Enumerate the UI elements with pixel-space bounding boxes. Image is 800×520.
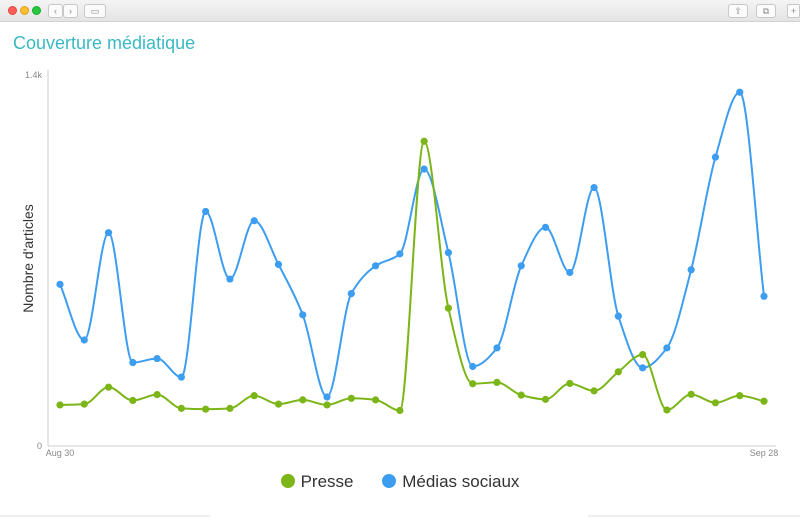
data-point-social[interactable]: [420, 165, 428, 173]
data-point-presse[interactable]: [202, 405, 210, 413]
back-arrow-icon[interactable]: ‹: [48, 4, 63, 18]
data-point-social[interactable]: [129, 358, 137, 367]
data-point-social[interactable]: [444, 248, 453, 257]
data-point-presse[interactable]: [493, 378, 501, 386]
y-tick-label: 1.4k: [25, 70, 43, 80]
close-window-button[interactable]: [8, 6, 17, 15]
data-point-presse[interactable]: [80, 400, 88, 408]
series-lines: [59, 91, 765, 412]
data-point-presse[interactable]: [760, 397, 768, 405]
line-chart: 0 1.4k Aug 30 Sep 28 Nombre d'articles: [20, 70, 778, 458]
data-point-presse[interactable]: [517, 391, 525, 399]
data-point-social[interactable]: [202, 207, 210, 216]
legend-swatch-social: [382, 474, 397, 488]
data-point-presse[interactable]: [56, 401, 64, 409]
data-point-social[interactable]: [687, 266, 695, 274]
data-point-social[interactable]: [541, 223, 550, 231]
data-point-presse[interactable]: [177, 404, 185, 412]
chart-title: Couverture médiatique: [13, 33, 196, 53]
data-point-presse[interactable]: [541, 395, 550, 403]
data-point-presse[interactable]: [614, 368, 622, 376]
data-point-social[interactable]: [323, 393, 331, 401]
legend-swatch-presse: [280, 474, 295, 488]
data-point-presse[interactable]: [323, 401, 331, 409]
footer-divider: [0, 515, 210, 517]
data-point-presse[interactable]: [104, 383, 113, 391]
data-point-social[interactable]: [396, 250, 404, 258]
data-point-presse[interactable]: [371, 396, 380, 404]
data-point-social[interactable]: [56, 280, 64, 288]
y-axis-label: Nombre d'articles: [20, 204, 36, 313]
series-points: [56, 88, 768, 415]
footer-divider: [588, 515, 800, 517]
data-point-presse[interactable]: [639, 350, 647, 359]
data-point-social[interactable]: [760, 292, 768, 300]
x-tick-label: Sep 28: [750, 448, 779, 458]
data-point-social[interactable]: [347, 290, 355, 298]
data-point-social[interactable]: [177, 373, 185, 381]
legend-label-social: Médias sociaux: [402, 472, 520, 491]
series-line-social: [59, 91, 765, 398]
data-point-presse[interactable]: [469, 380, 477, 388]
data-point-social[interactable]: [80, 336, 88, 344]
legend-label-presse: Presse: [300, 472, 354, 491]
data-point-presse[interactable]: [444, 304, 453, 312]
data-point-social[interactable]: [590, 184, 598, 192]
chart-axes: 0 1.4k Aug 30 Sep 28 Nombre d'articles: [20, 70, 778, 458]
data-point-presse[interactable]: [566, 379, 574, 388]
sidebar-toggle-icon[interactable]: ▭: [84, 4, 106, 18]
data-point-social[interactable]: [274, 260, 283, 269]
data-point-social[interactable]: [517, 262, 525, 270]
data-point-presse[interactable]: [347, 394, 355, 402]
add-tab-icon[interactable]: +: [787, 4, 800, 18]
data-point-social[interactable]: [299, 311, 307, 319]
data-point-social[interactable]: [493, 344, 501, 352]
data-point-social[interactable]: [226, 275, 234, 283]
data-point-social[interactable]: [153, 354, 161, 363]
data-point-social[interactable]: [736, 88, 744, 96]
window-titlebar: ‹ › ▭ ⇧ ⧉ +: [0, 0, 800, 22]
data-point-social[interactable]: [663, 344, 671, 352]
legend-item-social[interactable]: Médias sociaux: [382, 472, 519, 492]
data-point-presse[interactable]: [663, 406, 671, 414]
data-point-presse[interactable]: [250, 392, 258, 400]
zoom-window-button[interactable]: [32, 6, 41, 15]
y-tick-label: 0: [37, 441, 42, 451]
data-point-presse[interactable]: [396, 406, 404, 415]
share-icon[interactable]: ⇧: [728, 4, 748, 18]
data-point-presse[interactable]: [299, 396, 307, 404]
data-point-presse[interactable]: [687, 390, 695, 398]
data-point-social[interactable]: [469, 362, 477, 371]
data-point-presse[interactable]: [226, 404, 234, 412]
data-point-social[interactable]: [104, 229, 113, 237]
x-tick-label: Aug 30: [46, 448, 75, 458]
data-point-social[interactable]: [250, 217, 258, 225]
data-point-presse[interactable]: [736, 392, 744, 400]
data-point-social[interactable]: [614, 312, 622, 320]
data-point-presse[interactable]: [129, 396, 137, 405]
data-point-presse[interactable]: [274, 400, 283, 408]
forward-arrow-icon[interactable]: ›: [63, 4, 78, 18]
duplicate-icon[interactable]: ⧉: [756, 4, 776, 18]
chart-legend: Presse Médias sociaux: [0, 472, 800, 496]
data-point-social[interactable]: [371, 262, 380, 270]
data-point-social[interactable]: [566, 268, 574, 277]
data-point-presse[interactable]: [153, 390, 161, 399]
minimize-window-button[interactable]: [20, 6, 29, 15]
legend-item-presse[interactable]: Presse: [280, 472, 354, 492]
data-point-presse[interactable]: [590, 387, 598, 395]
data-point-presse[interactable]: [711, 399, 720, 407]
data-point-social[interactable]: [639, 364, 647, 372]
series-line-presse: [59, 140, 765, 412]
data-point-social[interactable]: [711, 153, 720, 161]
data-point-presse[interactable]: [420, 137, 428, 145]
